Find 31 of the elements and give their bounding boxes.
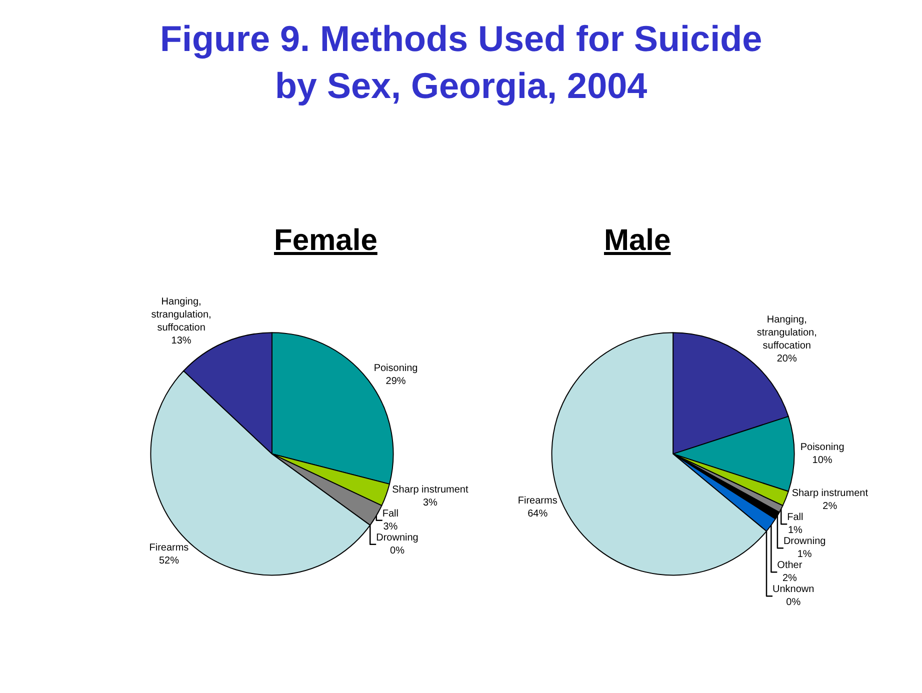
slice-label: Fall: [382, 508, 398, 520]
slice-label: Poisoning: [800, 442, 844, 453]
text: 0%: [390, 545, 404, 556]
slice-label: Sharp instrument: [792, 488, 868, 500]
data-label: 10%: [812, 454, 832, 466]
slice-label: Drowning: [783, 536, 826, 548]
data-label: 64%: [528, 508, 548, 520]
slice-label: Hanging, strangulation, suffocation: [756, 314, 817, 352]
slice-label: Poisoning: [374, 363, 418, 374]
data-label: 1%: [788, 525, 803, 536]
slice-label: Firearms: [149, 542, 189, 554]
text: 0%: [786, 597, 801, 608]
data-label: 52%: [158, 555, 180, 566]
data-label: 2%: [782, 573, 798, 584]
category-label: Unknown: [772, 584, 814, 596]
legend-label: Drowning: [376, 532, 418, 544]
slice-label: Fall: [787, 512, 804, 524]
chart-subtitle: Male: [604, 224, 671, 257]
slice-label: Sharp instrument: [392, 484, 468, 496]
data-label: 29%: [386, 376, 406, 388]
data-label: 20%: [776, 353, 797, 364]
data-label: 3%: [422, 497, 438, 508]
data-label: 3%: [383, 521, 398, 532]
slice-label: Hanging, strangulation, suffocation: [151, 296, 212, 334]
data-label: 2%: [822, 501, 838, 512]
slice-label: Firearms: [518, 496, 558, 507]
chart-subtitle: Female: [274, 224, 378, 257]
chart-title: Figure 9. Methods Used for Suicide by Sex, Georgia, 2004: [160, 18, 762, 106]
data-label: 13%: [171, 336, 192, 347]
data-label: 1%: [797, 549, 812, 560]
slice-label: Other: [777, 560, 803, 572]
